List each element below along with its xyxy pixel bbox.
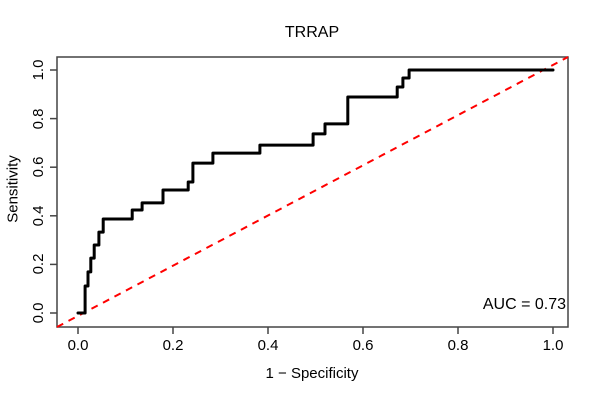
chart-title: TRRAP	[284, 24, 340, 41]
y-tick-label: 0.2	[30, 253, 47, 275]
x-tick-label: 0.8	[447, 337, 469, 354]
x-tick-label: 0.6	[352, 337, 374, 354]
roc-curve	[76, 68, 555, 315]
x-tick-label: 1.0	[542, 337, 564, 354]
auc-label: AUC = 0.73	[482, 296, 566, 313]
y-tick-label: 0.6	[30, 156, 47, 178]
y-axis-label: Sensitivity	[4, 155, 22, 223]
x-tick-label: 0.2	[162, 337, 184, 354]
y-tick-label: 0.4	[30, 205, 47, 227]
x-tick-label: 0.0	[67, 337, 89, 354]
x-axis-label: 1 − Specificity	[265, 365, 359, 382]
x-tick-label: 0.4	[257, 337, 279, 354]
y-tick-label: 1.0	[30, 59, 47, 81]
chance-diagonal	[56, 56, 569, 328]
y-tick-label: 0.0	[30, 302, 47, 324]
y-tick-label: 0.8	[30, 108, 47, 130]
plot-box	[56, 56, 569, 328]
